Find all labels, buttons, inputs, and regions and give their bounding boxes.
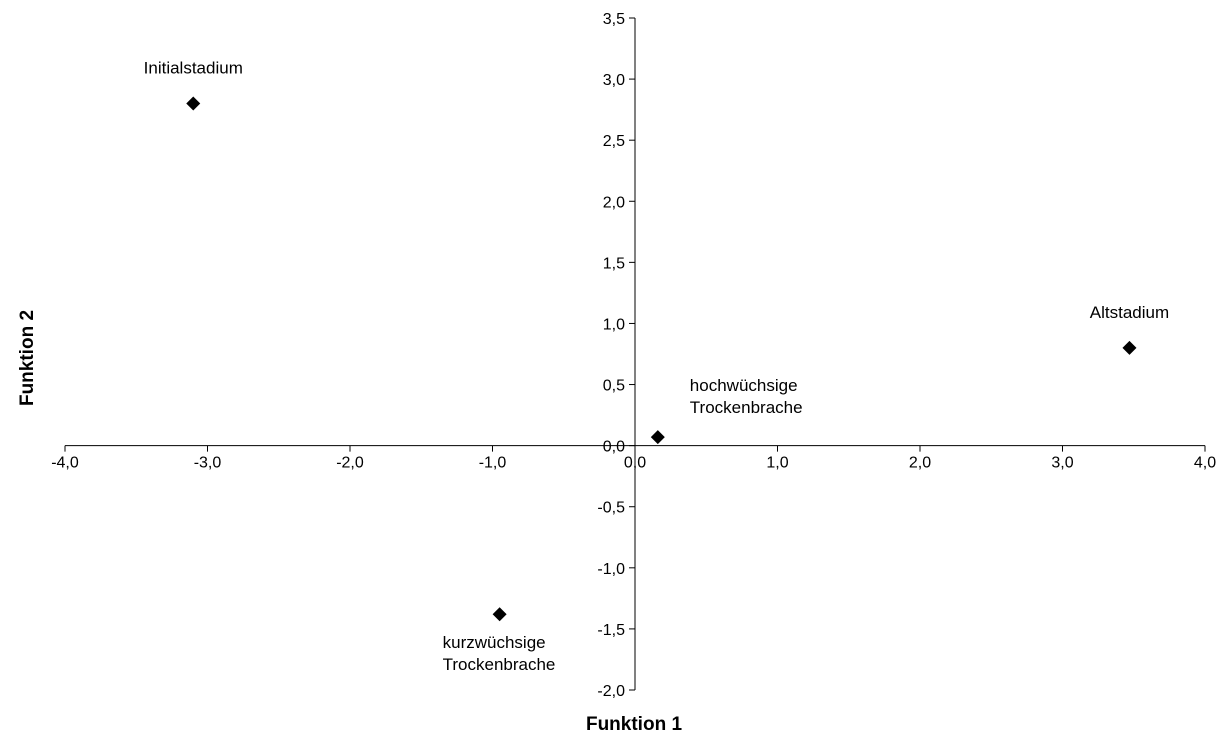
x-tick-label: 3,0: [1051, 455, 1073, 472]
diamond-marker: [492, 607, 507, 622]
axes: [65, 18, 1205, 690]
point-label-line: kurzwüchsige: [443, 633, 546, 652]
y-axis-ticks: -2,0 -1,5 -1,0 -0,5 0,0 0,5 1,0 1,5 2,0 2,5 3,0 3,5: [597, 11, 635, 700]
point-label-line: Trockenbrache: [690, 398, 803, 417]
point-label: hochwüchsige Trockenbrache: [690, 376, 803, 417]
diamond-marker: [1122, 340, 1137, 355]
x-tick-label: -3,0: [194, 455, 222, 472]
y-tick-label: 1,0: [603, 316, 625, 333]
x-tick-label: -4,0: [51, 455, 79, 472]
data-point: kurzwüchsige Trockenbrache: [443, 607, 556, 674]
y-tick-label: 0,0: [603, 439, 625, 456]
y-tick-label: 0,5: [603, 378, 625, 395]
y-tick-label: -2,0: [597, 683, 625, 700]
point-label: Initialstadium: [144, 59, 243, 78]
point-label-line: hochwüchsige: [690, 376, 798, 395]
y-tick-label: 1,5: [603, 255, 625, 272]
x-axis-title: Funktion 1: [586, 714, 682, 735]
point-label-line: Trockenbrache: [443, 655, 556, 674]
y-tick-label: -1,0: [597, 561, 625, 578]
y-tick-label: 3,5: [603, 11, 625, 28]
point-label: Altstadium: [1090, 303, 1169, 322]
diamond-marker: [650, 430, 665, 445]
x-tick-label: 2,0: [909, 455, 931, 472]
point-label-line: Altstadium: [1090, 303, 1169, 322]
point-label: kurzwüchsige Trockenbrache: [443, 633, 556, 674]
x-tick-label: -2,0: [336, 455, 364, 472]
x-axis-ticks: -4,0 -3,0 -2,0 -1,0 0,0 1,0 2,0 3,0 4,0: [51, 445, 1216, 472]
data-points: Initialstadium Altstadium hochwüchsige Troc…: [144, 59, 1170, 675]
y-tick-label: 3,0: [603, 72, 625, 89]
x-tick-label: 0,0: [624, 455, 646, 472]
y-tick-label: -0,5: [597, 500, 625, 517]
y-tick-label: 2,5: [603, 133, 625, 150]
y-axis-title: Funktion 2: [17, 310, 38, 406]
x-tick-label: -1,0: [479, 455, 507, 472]
data-point: hochwüchsige Trockenbrache: [650, 376, 803, 445]
diamond-marker: [186, 96, 201, 111]
x-tick-label: 4,0: [1194, 455, 1216, 472]
data-point: Altstadium: [1090, 303, 1169, 355]
point-label-line: Initialstadium: [144, 59, 243, 78]
data-point: Initialstadium: [144, 59, 243, 111]
y-tick-label: 2,0: [603, 194, 625, 211]
x-tick-label: 1,0: [766, 455, 788, 472]
y-tick-label: -1,5: [597, 622, 625, 639]
